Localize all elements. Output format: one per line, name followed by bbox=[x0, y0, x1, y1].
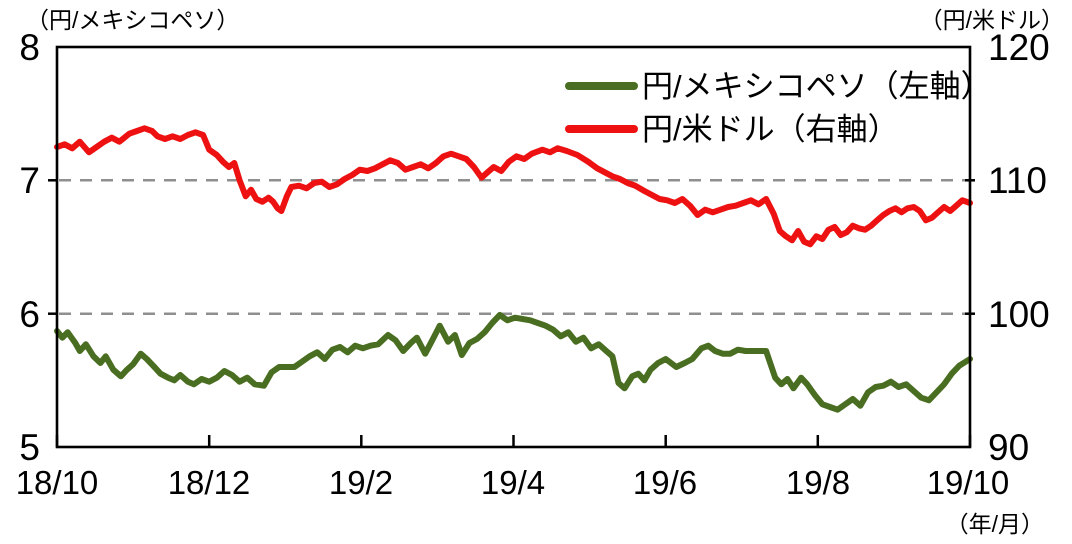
left-axis-unit-label: （円/メキシコペソ） bbox=[26, 7, 239, 33]
x-axis-tick-label: 18/10 bbox=[16, 464, 99, 501]
legend-label-usd-jpy: 円/米ドル（右軸） bbox=[642, 112, 899, 147]
right-axis-unit-label: （円/米ドル） bbox=[920, 7, 1064, 33]
gridlines bbox=[59, 179, 968, 315]
legend: 円/メキシコペソ（左軸） 円/米ドル（右軸） bbox=[565, 69, 992, 147]
legend-item-mxn-jpy: 円/メキシコペソ（左軸） bbox=[565, 69, 992, 104]
legend-label-mxn-jpy: 円/メキシコペソ（左軸） bbox=[642, 69, 992, 104]
x-axis-tick-label: 19/6 bbox=[633, 464, 697, 501]
x-axis-tick-label: 19/10 bbox=[927, 464, 1010, 501]
right-axis-tick-label: 110 bbox=[988, 160, 1047, 201]
legend-item-usd-jpy: 円/米ドル（右軸） bbox=[565, 112, 899, 147]
right-axis-tick-label: 120 bbox=[988, 27, 1050, 68]
left-axis-tick-label: 5 bbox=[19, 427, 40, 468]
x-axis-tick-label: 18/12 bbox=[168, 464, 251, 501]
x-axis-tick-label: 19/8 bbox=[786, 464, 850, 501]
series-mxn-jpy-line bbox=[54, 312, 973, 413]
x-axis-tick-label: 19/2 bbox=[329, 464, 393, 501]
left-axis-tick-label: 6 bbox=[19, 294, 40, 335]
x-axis-tick-label: 19/4 bbox=[481, 464, 545, 501]
right-axis-tick-label: 100 bbox=[988, 294, 1050, 335]
series-usd-jpy-line bbox=[54, 125, 973, 248]
left-axis-tick-label: 7 bbox=[19, 160, 40, 201]
axis-ticks bbox=[48, 179, 975, 447]
x-axis-unit-label: （年/月） bbox=[946, 511, 1044, 537]
right-axis-tick-label: 90 bbox=[988, 427, 1029, 468]
left-axis-tick-label: 8 bbox=[19, 27, 40, 68]
